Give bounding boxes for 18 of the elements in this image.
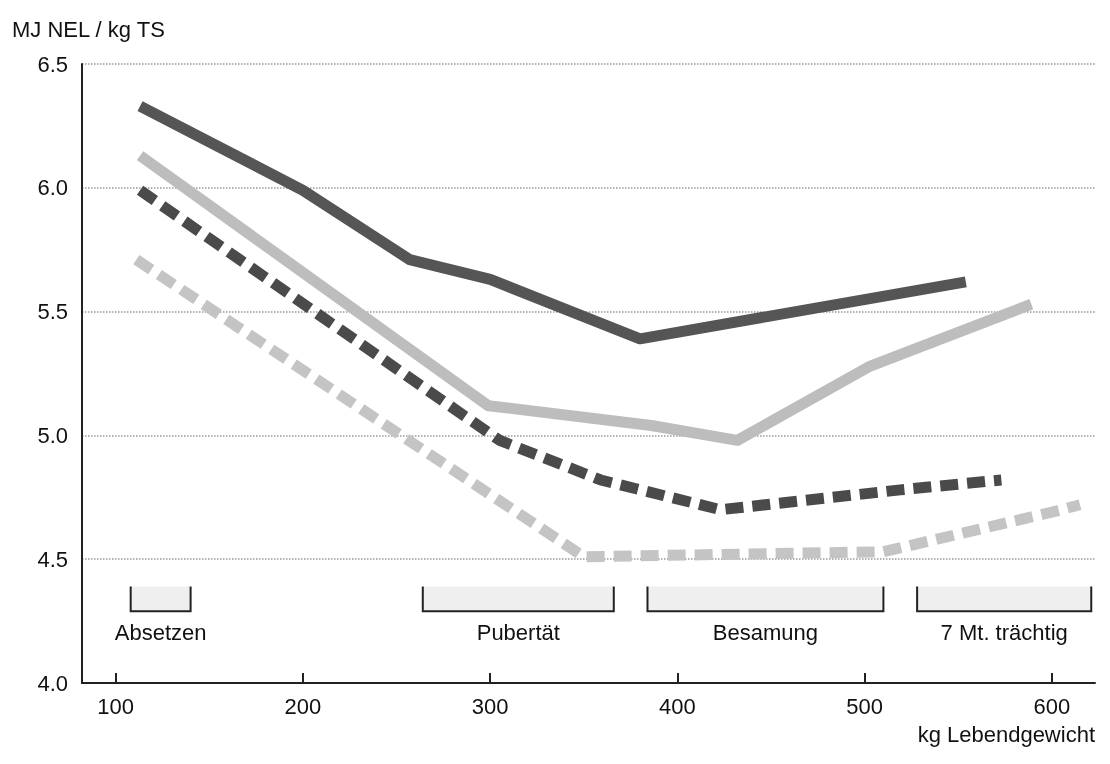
band-label: Besamung xyxy=(712,619,819,645)
band-label: Pubertät xyxy=(476,619,560,645)
x-tick-label: 100 xyxy=(97,693,135,719)
y-tick-label: 6.5 xyxy=(37,51,68,77)
x-tick-label: 400 xyxy=(659,693,696,719)
band-label: Absetzen xyxy=(114,619,207,645)
x-tick-label: 600 xyxy=(1033,693,1071,719)
y-axis-title: MJ NEL / kg TS xyxy=(12,16,165,42)
x-axis-title: kg Lebendgewicht xyxy=(917,721,1095,747)
y-tick-label: 5.0 xyxy=(37,422,68,448)
y-tick-label: 6.0 xyxy=(37,175,68,201)
y-tick-label: 4.5 xyxy=(37,546,68,572)
x-tick-label: 500 xyxy=(846,693,884,719)
y-tick-label: 5.5 xyxy=(37,299,68,325)
band-label: 7 Mt. trächtig xyxy=(940,619,1068,645)
y-tick-label: 4.0 xyxy=(37,670,68,696)
x-tick-label: 200 xyxy=(284,693,322,719)
x-tick-label: 300 xyxy=(471,693,509,719)
